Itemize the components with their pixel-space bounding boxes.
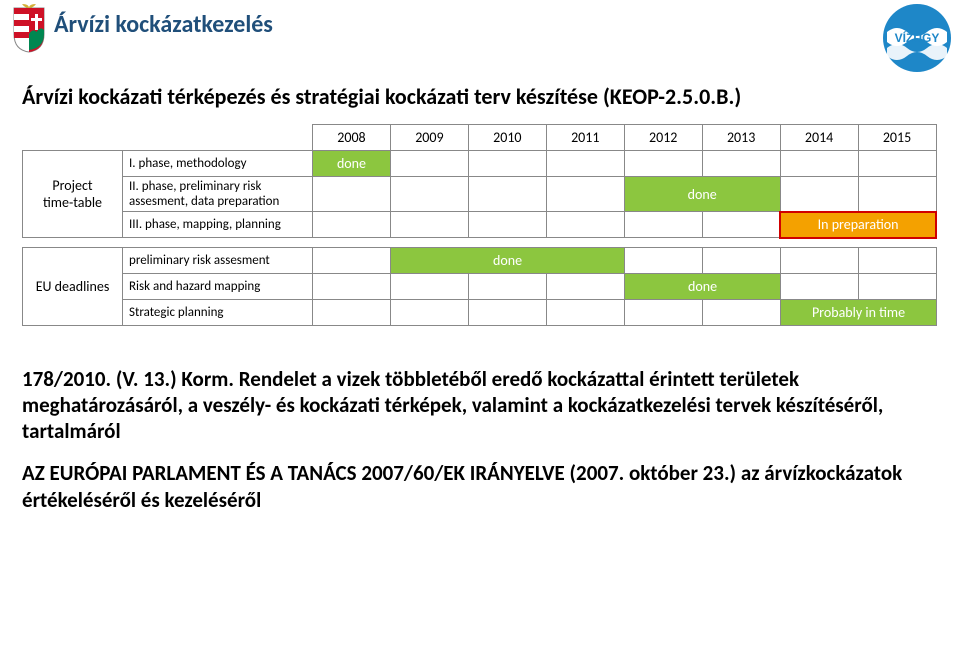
eu-phase-2-name: Risk and hazard mapping — [123, 273, 313, 299]
year-header-row: 2008 2009 2010 2011 2012 2013 2014 2015 — [23, 125, 937, 151]
eu-phase-2-status: done — [625, 273, 781, 299]
year-2014: 2014 — [780, 125, 858, 151]
project-row-1: Project time-table I. phase, methodology… — [23, 151, 937, 177]
year-2011: 2011 — [546, 125, 624, 151]
project-row-3: III. phase, mapping, planning In prepara… — [23, 212, 937, 238]
eu-deadlines-table: EU deadlines preliminary risk assesment … — [22, 247, 937, 326]
page-title: Árvízi kockázatkezelés — [54, 10, 273, 39]
eu-phase-3-name: Strategic planning — [123, 299, 313, 325]
decree-paragraph-2: AZ EURÓPAI PARLAMENT ÉS A TANÁCS 2007/60… — [22, 460, 937, 513]
eu-row-3: Strategic planning Probably in time — [23, 299, 937, 325]
project-row-2: II. phase, preliminary risk assesment, d… — [23, 177, 937, 212]
year-2012: 2012 — [624, 125, 702, 151]
year-2008: 2008 — [313, 125, 391, 151]
eu-row-1: EU deadlines preliminary risk assesment … — [23, 247, 937, 273]
svg-text:VÍZÜGY: VÍZÜGY — [895, 30, 940, 45]
year-2010: 2010 — [468, 125, 546, 151]
phase-1-status: done — [313, 151, 391, 177]
phase-3-name: III. phase, mapping, planning — [123, 212, 313, 238]
vizugy-logo-icon: VÍZÜGY — [881, 2, 953, 79]
year-2013: 2013 — [702, 125, 780, 151]
page-subtitle: Árvízi kockázati térképezés és stratégia… — [22, 83, 949, 110]
gantt-tables: 2008 2009 2010 2011 2012 2013 2014 2015 … — [0, 124, 959, 326]
phase-2-status: done — [624, 177, 780, 212]
hungarian-crest-icon — [10, 4, 48, 59]
page-header: Árvízi kockázatkezelés — [0, 0, 959, 53]
eu-phase-3-status: Probably in time — [781, 299, 937, 325]
year-2009: 2009 — [390, 125, 468, 151]
eu-label: EU deadlines — [23, 247, 123, 325]
phase-1-name: I. phase, methodology — [123, 151, 313, 177]
phase-3-status: In preparation — [780, 212, 936, 238]
project-timetable: 2008 2009 2010 2011 2012 2013 2014 2015 … — [22, 124, 937, 239]
year-2015: 2015 — [858, 125, 936, 151]
phase-2-name: II. phase, preliminary risk assesment, d… — [123, 177, 313, 212]
eu-row-2: Risk and hazard mapping done — [23, 273, 937, 299]
eu-phase-1-status: done — [391, 247, 625, 273]
decree-paragraph-1: 178/2010. (V. 13.) Korm. Rendelet a vize… — [22, 366, 937, 445]
project-label: Project time-table — [23, 151, 123, 238]
eu-phase-1-name: preliminary risk assesment — [123, 247, 313, 273]
